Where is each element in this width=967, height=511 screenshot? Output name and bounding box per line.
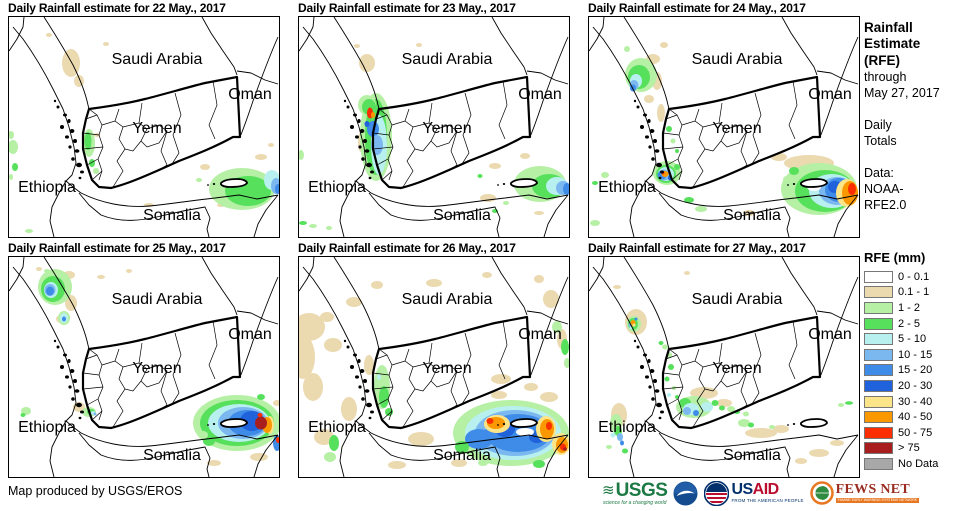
legend-item: 5 - 10 bbox=[864, 331, 966, 347]
panel-title: Daily Rainfall estimate for 27 May., 201… bbox=[588, 241, 806, 255]
legend-label: 2 - 5 bbox=[898, 317, 921, 330]
legend-label: 50 - 75 bbox=[898, 426, 933, 439]
legend-label: 40 - 50 bbox=[898, 411, 933, 424]
legend-label: 20 - 30 bbox=[898, 379, 933, 392]
legend-swatch bbox=[864, 426, 893, 439]
usgs-tagline: science for a changing world bbox=[603, 499, 667, 506]
map-27-may bbox=[588, 256, 860, 478]
legend-swatch bbox=[864, 286, 893, 299]
legend-item: No Data bbox=[864, 456, 966, 472]
legend-item: 0 - 0.1 bbox=[864, 269, 966, 285]
logos: ≋ USGS science for a changing world USAI… bbox=[602, 479, 920, 507]
map-24-may bbox=[588, 16, 860, 238]
rfe-through: through May 27, 2017 bbox=[864, 70, 940, 101]
legend-swatch bbox=[864, 333, 893, 346]
fews-wordmark: FEWS NET bbox=[835, 481, 911, 497]
legend-label: 15 - 20 bbox=[898, 364, 933, 377]
legend-swatch bbox=[864, 270, 893, 283]
rfe-totals: Daily Totals bbox=[864, 118, 897, 149]
credit-text: Map produced by USGS/EROS bbox=[8, 484, 183, 498]
legend-swatch bbox=[864, 348, 893, 361]
legend-title: RFE (mm) bbox=[864, 250, 926, 265]
legend-swatch bbox=[864, 364, 893, 377]
legend-label: 10 - 15 bbox=[898, 348, 933, 361]
rfe-source: Data: NOAA- RFE2.0 bbox=[864, 166, 907, 213]
legend-label: 1 - 2 bbox=[898, 301, 921, 314]
legend-swatch bbox=[864, 395, 893, 408]
usaid-aid-text: AID bbox=[752, 481, 780, 499]
fews-globe-icon bbox=[809, 481, 834, 505]
legend-swatch bbox=[864, 411, 893, 424]
legend-item: 1 - 2 bbox=[864, 300, 966, 316]
map-panel-25-may: Daily Rainfall estimate for 25 May., 201… bbox=[8, 241, 280, 478]
rfe-title: Rainfall Estimate (RFE) bbox=[864, 20, 921, 68]
legend-swatch bbox=[864, 301, 893, 314]
rainfall-overlay bbox=[606, 271, 853, 464]
fews-tagline: FAMINE EARLY WARNING SYSTEMS NETWORK bbox=[835, 497, 920, 504]
usgs-wordmark: USGS bbox=[615, 479, 668, 501]
info-panel: Rainfall Estimate (RFE) through May 27, … bbox=[864, 20, 964, 213]
legend-swatch bbox=[864, 442, 893, 455]
legend-item: 20 - 30 bbox=[864, 378, 966, 394]
usgs-wave-icon: ≋ bbox=[602, 481, 615, 499]
legend-label: 0 - 0.1 bbox=[898, 270, 930, 283]
usaid-us-text: US bbox=[731, 481, 753, 499]
panel-title: Daily Rainfall estimate for 22 May., 201… bbox=[8, 1, 226, 15]
fewsnet-logo: FEWS NET FAMINE EARLY WARNING SYSTEMS NE… bbox=[809, 481, 920, 505]
legend-label: 5 - 10 bbox=[898, 333, 927, 346]
legend-item: 0.1 - 1 bbox=[864, 285, 966, 301]
usaid-logo: USAID FROM THE AMERICAN PEOPLE bbox=[704, 480, 804, 506]
legend-swatch bbox=[864, 317, 893, 330]
legend-item: > 75 bbox=[864, 441, 966, 457]
legend-item: 30 - 40 bbox=[864, 394, 966, 410]
map-26-may bbox=[298, 256, 570, 478]
legend-label: 0.1 - 1 bbox=[898, 286, 930, 299]
noaa-logo-icon bbox=[673, 481, 698, 505]
rainfall-overlay bbox=[299, 43, 569, 230]
map-panel-23-may: Daily Rainfall estimate for 23 May., 201… bbox=[298, 1, 570, 238]
legend-swatch bbox=[864, 457, 893, 470]
panel-title: Daily Rainfall estimate for 26 May., 201… bbox=[298, 241, 516, 255]
legend: RFE (mm) 0 - 0.1 0.1 - 1 1 - 2 2 - 5 5 - 10 1… bbox=[864, 250, 966, 472]
map-23-may bbox=[298, 16, 570, 238]
legend-item: 50 - 75 bbox=[864, 425, 966, 441]
panel-title: Daily Rainfall estimate for 23 May., 201… bbox=[298, 1, 516, 15]
usaid-seal-icon bbox=[704, 480, 730, 506]
rainfall-overlay bbox=[9, 33, 279, 233]
map-22-may bbox=[8, 16, 280, 238]
legend-label: > 75 bbox=[898, 442, 920, 455]
legend-label: 30 - 40 bbox=[898, 395, 933, 408]
map-panel-24-may: Daily Rainfall estimate for 24 May., 201… bbox=[588, 1, 860, 238]
legend-swatch bbox=[864, 379, 893, 392]
usaid-tagline: FROM THE AMERICAN PEOPLE bbox=[731, 498, 804, 504]
map-25-may bbox=[8, 256, 280, 478]
panel-title: Daily Rainfall estimate for 25 May., 201… bbox=[8, 241, 226, 255]
legend-label: No Data bbox=[898, 457, 939, 470]
map-panel-27-may: Daily Rainfall estimate for 27 May., 201… bbox=[588, 241, 860, 478]
panel-title: Daily Rainfall estimate for 24 May., 201… bbox=[588, 1, 806, 15]
map-panel-26-may: Daily Rainfall estimate for 26 May., 201… bbox=[298, 241, 570, 478]
map-panel-22-may: Daily Rainfall estimate for 22 May., 201… bbox=[8, 1, 280, 238]
legend-item: 10 - 15 bbox=[864, 347, 966, 363]
legend-item: 40 - 50 bbox=[864, 409, 966, 425]
legend-item: 2 - 5 bbox=[864, 316, 966, 332]
legend-item: 15 - 20 bbox=[864, 363, 966, 379]
legend-items: 0 - 0.1 0.1 - 1 1 - 2 2 - 5 5 - 10 10 - 15 15 … bbox=[864, 269, 966, 472]
usgs-logo: ≋ USGS science for a changing world bbox=[602, 479, 668, 506]
